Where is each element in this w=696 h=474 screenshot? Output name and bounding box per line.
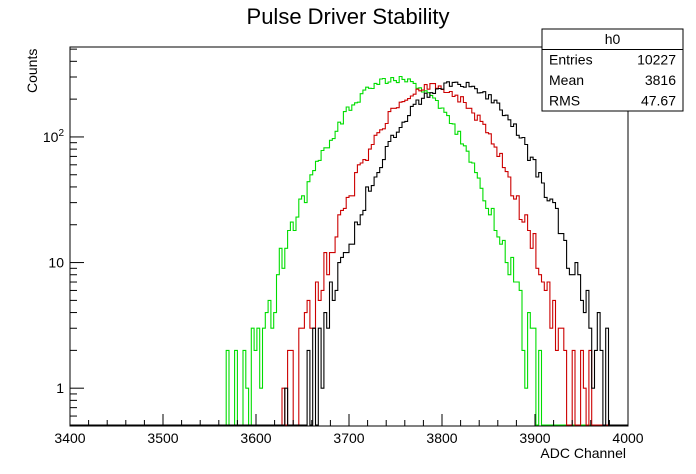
x-tick-label: 3600 <box>240 430 271 446</box>
stats-row-label: Mean <box>549 72 584 88</box>
x-tick-label: 3400 <box>54 430 85 446</box>
histogram-series-2 <box>70 81 628 426</box>
stats-row-value: 47.67 <box>641 93 676 109</box>
stats-row-label: Entries <box>549 52 593 68</box>
y-axis-label: Counts <box>24 49 40 93</box>
stats-row-value: 3816 <box>645 72 676 88</box>
chart-title: Pulse Driver Stability <box>247 4 450 29</box>
stats-box: h0 Entries 10227 Mean 3816 RMS 47.67 <box>541 28 684 112</box>
x-tick-label: 3900 <box>519 430 550 446</box>
y-tick-label: 102 <box>43 128 65 145</box>
x-axis-label: ADC Channel <box>540 445 626 461</box>
stats-row-value: 10227 <box>637 52 676 68</box>
x-tick-label: 4000 <box>612 430 643 446</box>
stats-row-label: RMS <box>549 93 580 109</box>
x-tick-label: 3500 <box>147 430 178 446</box>
y-tick-label: 1 <box>56 380 64 396</box>
stats-box-frame <box>541 28 684 112</box>
x-tick-label: 3800 <box>426 430 457 446</box>
x-tick-label: 3700 <box>333 430 364 446</box>
histogram-series-1 <box>70 83 628 426</box>
y-tick-label: 10 <box>48 255 64 271</box>
stats-box-title: h0 <box>605 31 621 47</box>
